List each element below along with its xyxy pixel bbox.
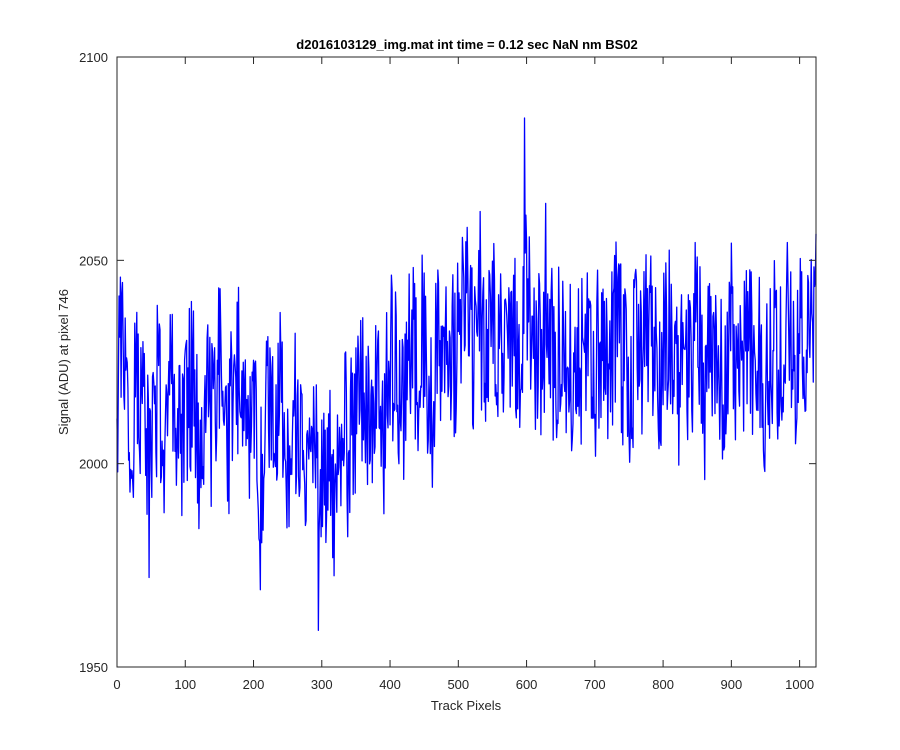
x-tick-label: 700 — [584, 677, 606, 692]
y-tick-label: 2050 — [79, 253, 108, 268]
x-tick-label: 600 — [516, 677, 538, 692]
x-tick-label: 400 — [379, 677, 401, 692]
y-tick-label: 1950 — [79, 660, 108, 675]
x-tick-label: 800 — [652, 677, 674, 692]
y-axis-label: Signal (ADU) at pixel 746 — [56, 289, 71, 435]
x-tick-label: 300 — [311, 677, 333, 692]
x-tick-label: 100 — [174, 677, 196, 692]
y-tick-label: 2100 — [79, 50, 108, 65]
y-tick-label: 2000 — [79, 457, 108, 472]
x-tick-label: 1000 — [785, 677, 814, 692]
chart-title: d2016103129_img.mat int time = 0.12 sec … — [296, 37, 637, 52]
x-axis-label: Track Pixels — [431, 698, 502, 713]
x-tick-label: 500 — [447, 677, 469, 692]
series-line — [116, 117, 817, 632]
x-tick-label: 900 — [721, 677, 743, 692]
plot-frame — [116, 56, 817, 668]
x-tick-label: 0 — [113, 677, 120, 692]
x-tick-label: 200 — [243, 677, 265, 692]
